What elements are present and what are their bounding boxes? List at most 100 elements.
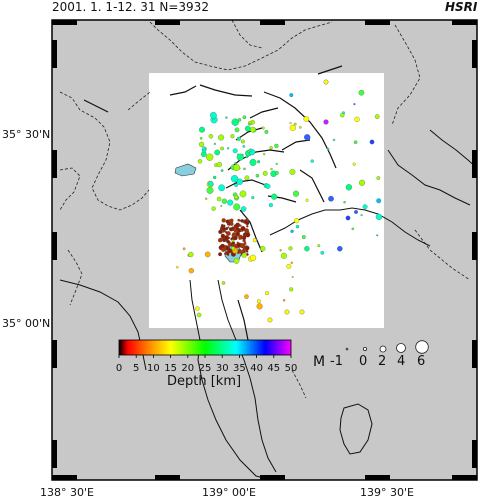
colorbar-tick-15: 15 [164,363,177,374]
hypocenter-dot [199,126,205,133]
hypocenter-dot [284,309,290,315]
hypocenter-dot [240,139,245,144]
hypocenter-dot [213,175,217,180]
hypocenter-dot [230,175,239,183]
hypocenter-dot [206,186,214,194]
hypocenter-dot [244,125,251,132]
hypocenter-dot [237,118,242,122]
mag-circle--1 [345,347,349,351]
study-area [149,73,384,328]
mag-value-4: 4 [397,354,406,369]
hypocenter-dot [301,235,306,240]
hypocenter-dot [358,179,366,186]
hypocenter-dot [261,126,265,130]
hypocenter-dot [294,218,300,224]
hypocenter-dot [274,143,279,149]
mag-value--1: -1 [330,354,343,369]
hypocenter-dot [249,254,257,262]
hypocenter-dot [360,214,363,217]
hypocenter-dot [265,291,270,296]
hypocenter-dot [244,246,247,250]
hypocenter-dot [255,173,260,178]
hypocenter-dot [263,152,266,156]
hypocenter-dot [236,224,239,226]
hypocenter-dot [299,126,302,129]
hypocenter-dot [280,252,287,259]
hypocenter-dot [374,114,380,119]
hypocenter-dot [241,248,247,254]
hypocenter-dot [270,167,273,171]
lon-label-138-30: 138° 30'E [40,486,94,499]
hypocenter-dot [248,148,253,152]
hypocenter-dot [289,287,294,292]
hypocenter-dot [251,196,255,200]
hypocenter-dot [290,261,293,264]
hypocenter-dot [340,113,345,118]
colorbar-tick-40: 40 [250,363,263,374]
hypocenter-dot [351,227,355,231]
hypocenter-dot [289,124,296,132]
hypocenter-dot [244,175,250,181]
hypocenter-dot [226,147,230,150]
magnitude-legend [345,340,429,354]
magnitude-legend-title: M [313,354,326,370]
hypocenter-dot [286,263,292,269]
hypocenter-dot [246,225,249,228]
mag-circle-4 [396,343,406,353]
hypocenter-dot [188,251,194,258]
hypocenter-dot [289,121,292,125]
hypocenter-dot [243,167,246,171]
hypocenter-dot [345,184,353,191]
hypocenter-dot [232,148,238,154]
hypocenter-dot [268,203,273,208]
hypocenter-dot [304,246,310,252]
hypocenter-dot [303,116,310,122]
hypocenter-dot [225,231,228,234]
hypocenter-dot [182,247,186,251]
hypocenter-dot [343,200,346,204]
hypocenter-dot [304,134,311,141]
hypocenter-dot [195,306,200,311]
hypocenter-dot [257,160,261,164]
hypocenter-dot [223,239,226,243]
hypocenter-dot [220,226,224,229]
hypocenter-dot [218,184,225,192]
hypocenter-dot [271,193,278,200]
lon-label-139-00: 139° 00'E [202,486,256,499]
hypocenter-dot [249,158,257,166]
colorbar-tick-30: 30 [216,363,229,374]
depth-colorbar [118,339,292,356]
hypocenter-dot [275,162,278,165]
mag-circle-2 [379,345,387,353]
frame-ticks [52,20,477,480]
hypocenter-dot [242,220,245,223]
hypocenter-dot [323,79,329,85]
hypocenter-dot [337,245,343,252]
hypocenter-dot [234,161,237,165]
hypocenter-dot [275,171,279,175]
mag-value-6: 6 [417,354,426,369]
hypocenter-dot [208,181,214,187]
hypocenter-dot [231,118,239,126]
lake-yamanaka [174,163,197,177]
hypocenter-dot [239,190,247,198]
land-areas [149,73,384,328]
hypocenter-dot [230,134,235,139]
active-faults [83,65,343,341]
hypocenter-dot [220,146,224,151]
colorbar-tick-25: 25 [199,363,212,374]
mag-value-0: 0 [359,354,368,369]
hypocenter-dot [369,139,375,145]
hypocenter-dot [206,153,214,161]
hypocenter-dot [353,103,356,106]
hypocenter-dot [233,258,240,264]
colorbar-tick-0: 0 [116,363,122,374]
hypocenter-dot [231,239,235,243]
hypocenter-dot [289,93,294,98]
hypocenter-dot [279,249,282,252]
hypocenter-dot [264,129,269,134]
hypocenter-dot [225,245,230,251]
hypocenter-dot [188,268,194,274]
hypocenter-dot [245,155,249,159]
